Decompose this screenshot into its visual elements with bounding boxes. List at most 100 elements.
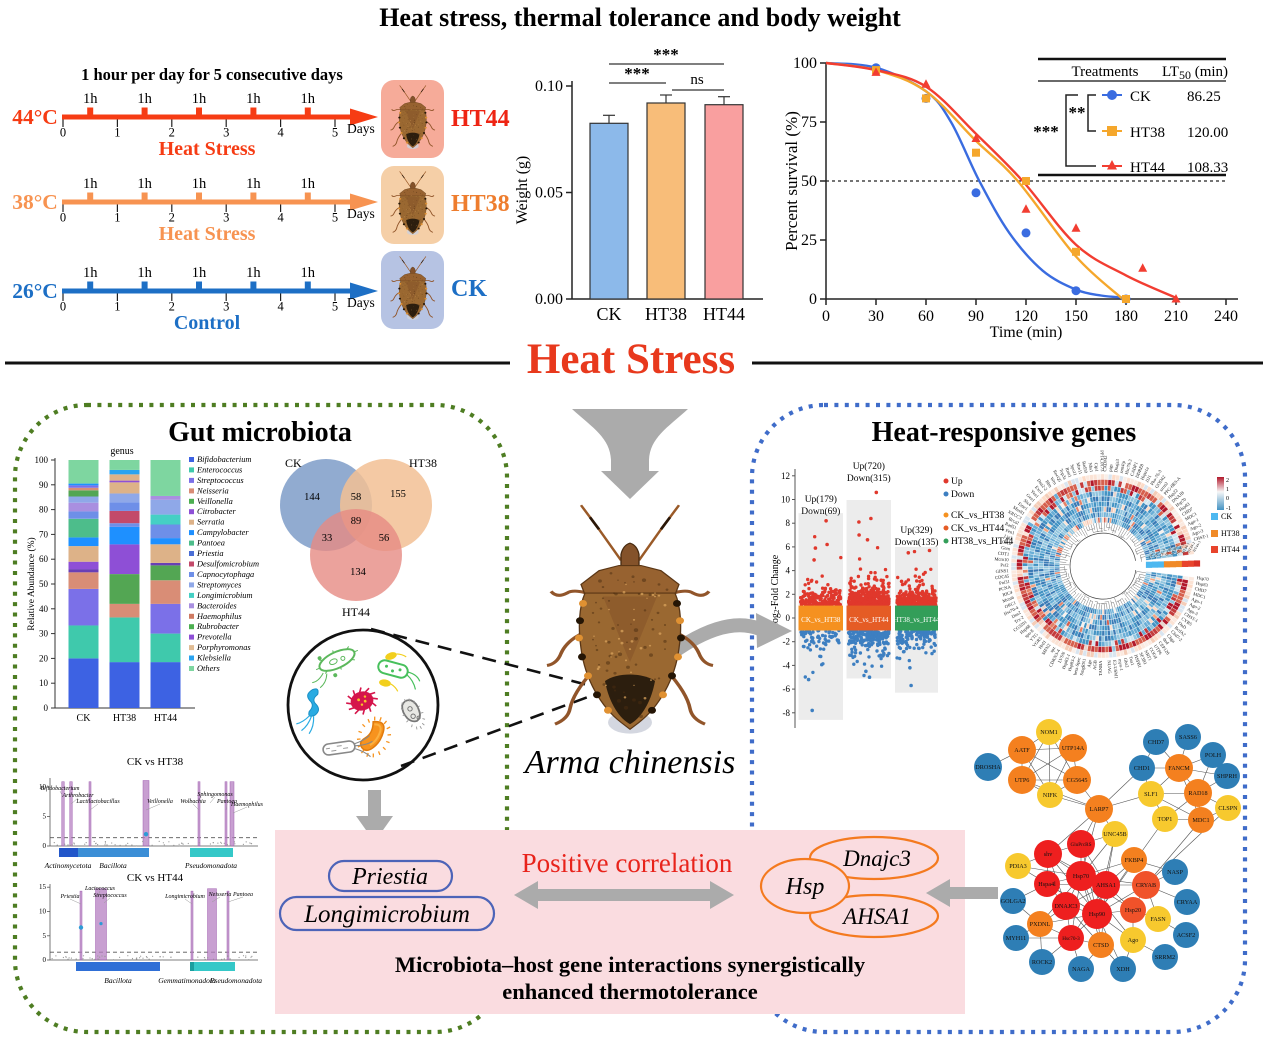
svg-text:Streptococcus: Streptococcus (93, 893, 127, 899)
svg-text:Priestia: Priestia (60, 894, 80, 900)
svg-text:-4: -4 (783, 660, 791, 670)
svg-text:MDC1: MDC1 (1192, 817, 1209, 824)
svg-text:75: 75 (801, 114, 817, 131)
svg-text:CHD7: CHD7 (1148, 739, 1164, 746)
svg-text:30: 30 (868, 308, 884, 325)
svg-text:5: 5 (332, 300, 338, 314)
svg-text:CK_vs_HT38: CK_vs_HT38 (801, 616, 841, 624)
svg-text:1h: 1h (192, 265, 207, 281)
svg-text:ROCK2: ROCK2 (1032, 959, 1052, 966)
svg-text:Hsp20: Hsp20 (1125, 907, 1141, 914)
svg-text:SRRM2: SRRM2 (1155, 954, 1175, 961)
svg-text:1: 1 (114, 300, 120, 314)
svg-text:Log2-Fold Change: Log2-Fold Change (770, 554, 781, 629)
svg-text:0: 0 (809, 291, 817, 308)
svg-text:FASN: FASN (1150, 916, 1166, 923)
svg-text:enhanced thermotolerance: enhanced thermotolerance (502, 979, 758, 1004)
svg-text:***: *** (1033, 122, 1059, 141)
svg-text:UTP6: UTP6 (1015, 777, 1030, 784)
svg-text:CLSPN: CLSPN (1218, 805, 1238, 812)
svg-text:HT44: HT44 (342, 605, 370, 619)
svg-text:TANBA: TANBA (1098, 660, 1103, 676)
svg-text:5: 5 (43, 932, 47, 940)
svg-text:Heat Stress: Heat Stress (159, 138, 256, 160)
svg-text:DNAJC3: DNAJC3 (1054, 903, 1077, 910)
svg-text:120: 120 (1014, 308, 1038, 325)
svg-text:FANCM: FANCM (1168, 765, 1190, 772)
svg-text:60: 60 (39, 554, 49, 564)
svg-text:Campylobacter: Campylobacter (197, 528, 249, 537)
svg-text:Rubrobacter: Rubrobacter (196, 622, 240, 631)
svg-text:5: 5 (332, 126, 338, 140)
svg-text:Bacteroides: Bacteroides (197, 601, 237, 610)
svg-text:CK_vs_HT44: CK_vs_HT44 (951, 524, 1005, 534)
svg-text:5: 5 (332, 211, 338, 225)
svg-text:Capnocytophaga: Capnocytophaga (197, 570, 254, 579)
svg-text:NIFK: NIFK (1043, 792, 1058, 799)
svg-text:Hsp: Hsp (785, 874, 825, 900)
svg-text:1 hour per day for 5 consecuti: 1 hour per day for 5 consecutive days (81, 65, 343, 84)
svg-text:20: 20 (39, 653, 49, 663)
svg-text:HT38: HT38 (113, 713, 136, 724)
svg-text:4: 4 (277, 211, 284, 225)
svg-text:Positive correlation: Positive correlation (522, 848, 733, 878)
svg-text:0: 0 (44, 703, 49, 713)
svg-text:Arma chinensis: Arma chinensis (523, 744, 736, 781)
svg-text:150: 150 (1064, 308, 1088, 325)
svg-text:CK: CK (451, 276, 487, 302)
svg-text:GOLGA2: GOLGA2 (1001, 898, 1026, 905)
svg-text:Weight (g): Weight (g) (514, 156, 531, 224)
svg-text:NOM1: NOM1 (1040, 729, 1058, 736)
svg-text:Up: Up (951, 477, 963, 487)
svg-text:HT38: HT38 (409, 456, 437, 470)
svg-text:0: 0 (822, 308, 830, 325)
svg-text:1h: 1h (137, 176, 152, 192)
svg-text:1h: 1h (246, 176, 261, 192)
svg-text:Ctp1: Ctp1 (1094, 463, 1100, 473)
svg-text:26°C: 26°C (12, 279, 58, 303)
svg-text:1h: 1h (301, 176, 316, 192)
svg-text:AATF: AATF (1014, 747, 1030, 754)
svg-text:100: 100 (793, 55, 817, 72)
svg-text:30: 30 (39, 629, 49, 639)
svg-text:56: 56 (379, 533, 390, 544)
svg-text:HT38: HT38 (1221, 529, 1240, 538)
svg-text:120.00: 120.00 (1187, 125, 1228, 141)
svg-text:4: 4 (277, 126, 284, 140)
svg-text:HT44: HT44 (1221, 545, 1240, 554)
svg-text:1h: 1h (137, 91, 152, 107)
svg-text:HT38: HT38 (451, 191, 510, 217)
svg-text:0: 0 (43, 956, 47, 964)
svg-text:Pantoea: Pantoea (196, 539, 225, 548)
svg-text:HT44: HT44 (703, 304, 745, 324)
svg-text:CK_vs_HT44: CK_vs_HT44 (849, 616, 889, 624)
svg-text:-6: -6 (783, 684, 791, 694)
svg-text:SASS6: SASS6 (1179, 734, 1197, 741)
svg-text:Longimicrobium: Longimicrobium (303, 901, 470, 928)
svg-text:0: 0 (1226, 496, 1229, 502)
svg-text:1h: 1h (246, 265, 261, 281)
svg-text:44°C: 44°C (12, 105, 58, 129)
svg-text:Psf2: Psf2 (1000, 563, 1009, 568)
svg-text:Longimicrobium: Longimicrobium (196, 591, 253, 600)
svg-text:-8: -8 (783, 708, 791, 718)
svg-text:12: 12 (781, 471, 790, 481)
svg-text:Streptomyces: Streptomyces (197, 580, 241, 589)
svg-text:Hsp90: Hsp90 (1089, 911, 1105, 918)
svg-text:CK vs HT44: CK vs HT44 (127, 872, 184, 884)
svg-text:**: ** (1069, 103, 1086, 122)
svg-text:DROSHA: DROSHA (975, 764, 1001, 771)
svg-text:80: 80 (39, 505, 49, 515)
svg-text:HT44: HT44 (154, 713, 177, 724)
svg-text:***: *** (624, 64, 650, 83)
svg-text:ACSF2: ACSF2 (1177, 932, 1196, 939)
svg-text:1: 1 (1226, 487, 1229, 493)
svg-text:CK: CK (285, 456, 302, 470)
svg-text:Up(329): Up(329) (900, 525, 932, 536)
svg-text:NUAG: NUAG (1107, 660, 1113, 674)
svg-text:HT38: HT38 (645, 304, 687, 324)
svg-text:GluPrcRS: GluPrcRS (1070, 842, 1091, 848)
svg-text:15: 15 (39, 883, 47, 891)
svg-text:8: 8 (786, 518, 791, 528)
svg-text:MYH11: MYH11 (1006, 935, 1026, 942)
